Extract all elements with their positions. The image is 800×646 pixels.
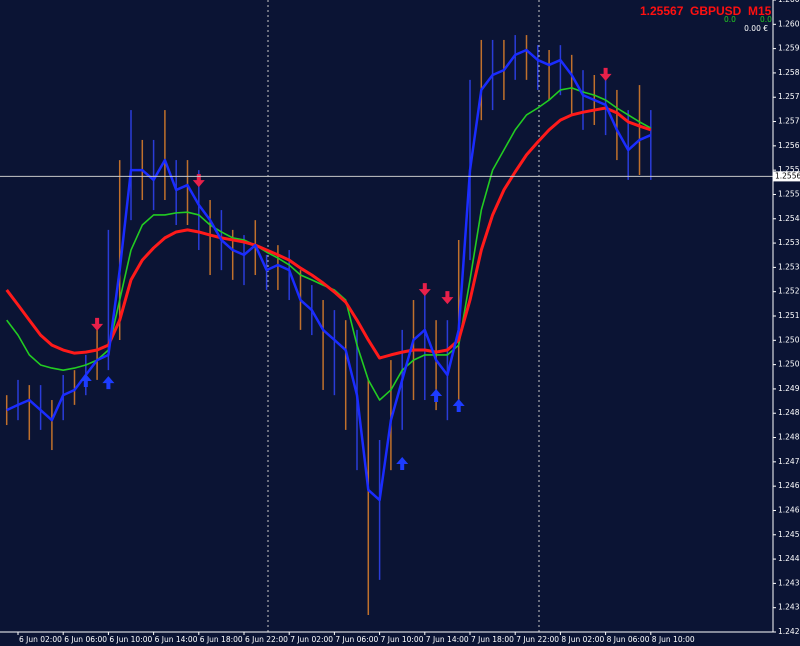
series-line: [6, 48, 652, 502]
y-tick-label: 1.25725: [778, 117, 800, 126]
y-tick-label: 1.24535: [778, 530, 800, 539]
buy-arrow: [430, 388, 443, 402]
y-tick-label: 1.24675: [778, 481, 800, 490]
header-timeframe: M15: [748, 4, 772, 18]
x-tick-label: 7 Jun 22:00: [516, 635, 559, 644]
sell-arrow: [192, 174, 205, 188]
sell-arrow: [418, 283, 431, 297]
sell-arrow: [441, 291, 454, 305]
x-tick-label: 6 Jun 22:00: [245, 635, 288, 644]
x-tick-label: 6 Jun 02:00: [19, 635, 62, 644]
y-tick-label: 1.25025: [778, 360, 800, 369]
axes: 1.24255 1.24325 1.24395 1.24465 1.24535 1.246…: [17, 0, 800, 644]
y-tick-label: 1.25165: [778, 311, 800, 320]
header-price: 1.25567: [640, 4, 684, 18]
x-tick-label: 6 Jun 14:00: [155, 635, 198, 644]
buy-arrow: [452, 399, 465, 413]
series-line: [5, 106, 652, 360]
y-tick-label: 1.25795: [778, 92, 800, 101]
x-tick-label: 8 Jun 02:00: [561, 635, 604, 644]
y-tick-label: 1.24605: [778, 505, 800, 514]
header-value: 0.0: [724, 15, 736, 24]
current-price-box: [773, 171, 800, 182]
x-tick-label: 7 Jun 14:00: [426, 635, 469, 644]
y-tick-label: 1.24395: [778, 578, 800, 587]
y-tick-label: 1.25375: [778, 238, 800, 247]
sell-arrow: [599, 67, 612, 81]
y-tick-label: 1.26075: [778, 0, 800, 4]
buy-arrow: [396, 457, 409, 471]
header-symbol: GBPUSD: [690, 4, 742, 18]
y-tick-label: 1.25305: [778, 262, 800, 271]
y-tick-label: 1.24745: [778, 457, 800, 466]
plot-area: [0, 35, 773, 615]
y-tick-label: 1.24465: [778, 554, 800, 563]
y-tick-label: 1.25865: [778, 68, 800, 77]
y-tick-label: 1.25445: [778, 214, 800, 223]
x-tick-label: 7 Jun 18:00: [471, 635, 514, 644]
buy-arrow: [102, 376, 115, 390]
y-tick-label: 1.25515: [778, 189, 800, 198]
x-tick-label: 6 Jun 18:00: [200, 635, 243, 644]
x-tick-label: 6 Jun 10:00: [109, 635, 152, 644]
buy-arrow: [79, 374, 92, 388]
y-tick-label: 1.24885: [778, 408, 800, 417]
y-tick-label: 1.25585: [778, 165, 800, 174]
y-tick-label: 1.25935: [778, 44, 800, 53]
current-price-label: 1.25567: [775, 171, 800, 180]
x-tick-label: 7 Jun 10:00: [381, 635, 424, 644]
x-tick-label: 7 Jun 02:00: [290, 635, 333, 644]
x-tick-label: 7 Jun 06:00: [335, 635, 378, 644]
y-tick-label: 1.25095: [778, 335, 800, 344]
y-tick-label: 1.24955: [778, 384, 800, 393]
x-tick-label: 8 Jun 10:00: [652, 635, 695, 644]
y-tick-label: 1.24255: [778, 627, 800, 636]
y-tick-label: 1.26005: [778, 19, 800, 28]
y-tick-label: 1.25655: [778, 141, 800, 150]
header-value: 0.0: [760, 15, 772, 24]
x-tick-label: 6 Jun 06:00: [64, 635, 107, 644]
y-tick-label: 1.25235: [778, 287, 800, 296]
x-tick-label: 8 Jun 06:00: [607, 635, 650, 644]
sell-arrow: [91, 317, 104, 331]
header-balance: 0.00 €: [744, 24, 768, 33]
y-tick-label: 1.24325: [778, 603, 800, 612]
series-line: [6, 87, 652, 401]
y-tick-label: 1.24815: [778, 433, 800, 442]
